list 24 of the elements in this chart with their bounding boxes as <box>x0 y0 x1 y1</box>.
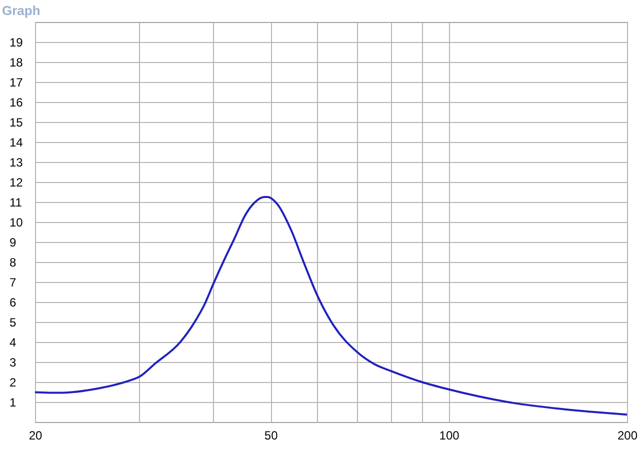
y-tick-label: 2 <box>10 376 16 390</box>
y-tick-label: 6 <box>10 296 16 310</box>
y-tick-label: 16 <box>10 96 24 110</box>
y-tick-label: 13 <box>10 156 24 170</box>
y-tick-label: 12 <box>10 176 24 190</box>
y-tick-label: 14 <box>10 136 24 150</box>
y-tick-label: 15 <box>10 116 24 130</box>
y-tick-label: 17 <box>10 76 24 90</box>
y-tick-label: 19 <box>10 36 24 50</box>
x-tick-label: 200 <box>617 428 638 442</box>
y-tick-label: 1 <box>10 396 16 410</box>
x-tick-label: 20 <box>28 428 42 442</box>
y-tick-label: 3 <box>10 356 16 370</box>
y-tick-label: 8 <box>10 256 16 270</box>
y-tick-label: 11 <box>10 196 22 210</box>
y-tick-label: 4 <box>10 336 16 350</box>
y-tick-label: 5 <box>10 316 16 330</box>
y-tick-label: 7 <box>10 276 16 290</box>
y-tick-label: 9 <box>10 236 16 250</box>
y-tick-label: 18 <box>10 56 24 70</box>
x-tick-label: 100 <box>439 428 460 442</box>
y-tick-label: 10 <box>10 216 24 230</box>
chart-title: Graph <box>2 3 40 18</box>
x-tick-label: 50 <box>264 428 278 442</box>
